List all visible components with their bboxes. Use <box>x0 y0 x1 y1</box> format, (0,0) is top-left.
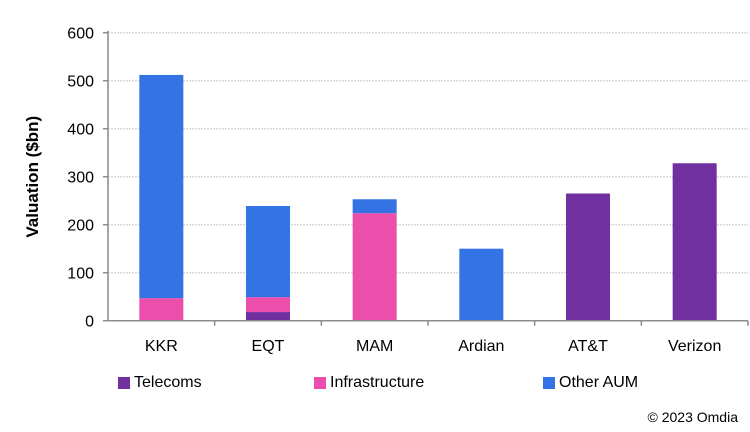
y-tick-label: 100 <box>67 266 94 283</box>
legend-label: Telecoms <box>134 374 202 391</box>
bar-other-aum <box>139 74 184 299</box>
x-tick-label: EQT <box>252 338 285 355</box>
x-tick-label: MAM <box>356 338 393 355</box>
bar-other-aum <box>459 248 504 321</box>
x-tick-label: AT&T <box>568 338 608 355</box>
bar-telecoms <box>566 193 610 321</box>
y-tick-label: 500 <box>67 74 94 91</box>
legend-swatch <box>543 377 555 389</box>
y-axis-label: Valuation ($bn) <box>23 116 42 238</box>
y-tick-label: 200 <box>67 218 94 235</box>
bar-infrastructure <box>139 298 184 321</box>
bar-other-aum <box>246 205 290 298</box>
bar-infrastructure <box>352 213 397 321</box>
legend-item: Other AUM <box>543 374 638 392</box>
x-tick-label: Ardian <box>458 338 504 355</box>
bar-other-aum <box>352 199 397 214</box>
bar-telecoms <box>246 312 290 321</box>
legend-item: Telecoms <box>118 374 202 392</box>
legend-item: Infrastructure <box>314 374 424 392</box>
legend-swatch <box>118 377 130 389</box>
x-tick-label: Verizon <box>668 338 721 355</box>
legend-swatch <box>314 377 326 389</box>
bar-telecoms <box>672 163 717 321</box>
y-tick-label: 600 <box>67 26 94 43</box>
y-tick-label: 0 <box>85 314 94 331</box>
bar-infrastructure <box>246 297 290 313</box>
legend-label: Infrastructure <box>330 374 425 391</box>
stacked-bar-chart: 0 100 200 300 400 500 600 KKR EQT MAM Ardian AT&T Ve… <box>23 26 749 355</box>
y-tick-label: 400 <box>67 122 94 139</box>
copyright: © 2023 Omdia <box>647 409 738 425</box>
x-tick-label: KKR <box>145 338 178 355</box>
y-tick-label: 300 <box>67 170 94 187</box>
legend-label: Other AUM <box>559 374 639 391</box>
